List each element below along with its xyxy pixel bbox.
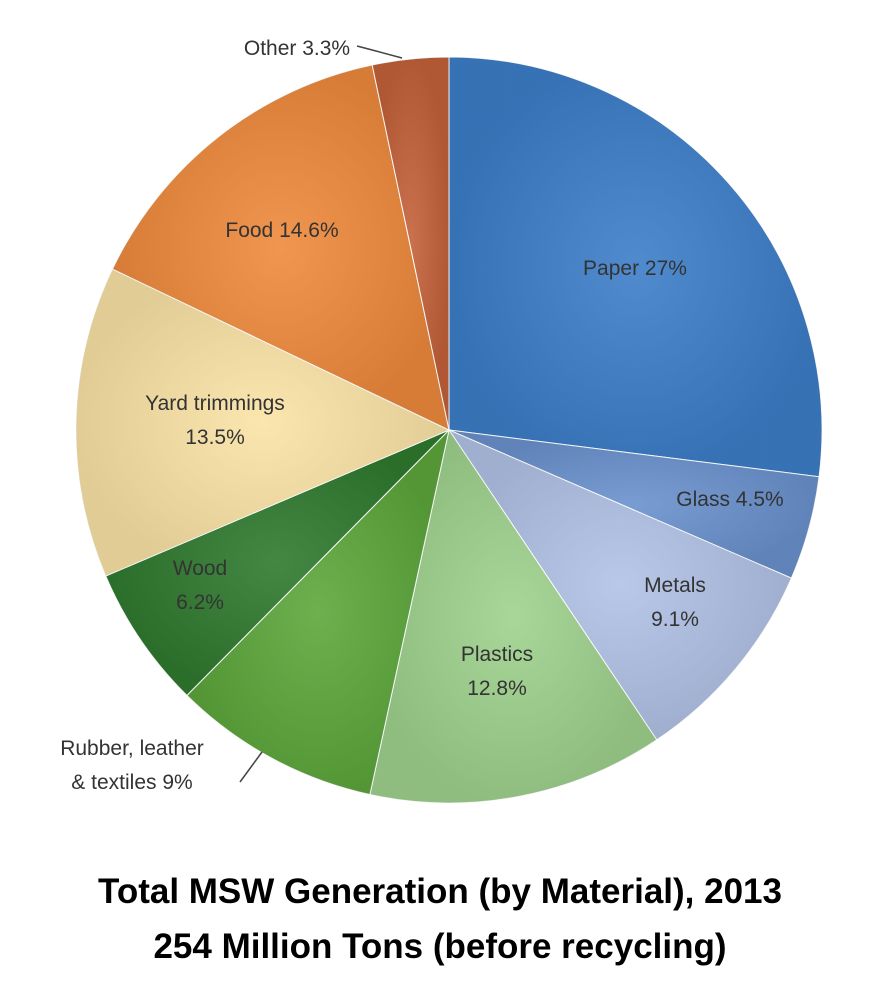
pie-slice-shade-yard [75, 269, 450, 576]
slice-label-line: 12.8% [467, 677, 527, 700]
slice-label-glass: Glass 4.5% [676, 488, 783, 511]
pie-slice-shade-wood [105, 430, 449, 696]
slice-label-plastics: Plastics 12.8% [461, 643, 533, 700]
slice-label-line: Rubber, leather [60, 737, 204, 760]
pie-slice-shade-rubber [186, 430, 449, 795]
slice-label-line: & textiles 9% [71, 771, 192, 794]
slice-label-yard: Yard trimmings 13.5% [145, 392, 285, 449]
slice-label-line: Food 14.6% [225, 219, 338, 242]
slice-label-rubber: Rubber, leather & textiles 9% [60, 737, 204, 794]
leader-line-other [356, 45, 403, 59]
leader-line-rubber [239, 751, 263, 783]
slice-label-other: Other 3.3% [244, 37, 350, 60]
pie-slice-shade-other [372, 57, 449, 430]
slice-label-line: 13.5% [185, 426, 245, 449]
slice-label-line: 6.2% [176, 591, 224, 614]
slice-label-line: 9.1% [651, 608, 699, 631]
pie-slice-shade-metals [449, 430, 792, 740]
slice-label-line: Metals [644, 574, 706, 597]
pie-slice-shade-plastics [369, 430, 657, 803]
slice-label-line: Other 3.3% [244, 37, 350, 60]
slice-label-line: Wood [173, 557, 227, 580]
chart-title: Total MSW Generation (by Material), 2013 [98, 872, 782, 911]
slice-label-line: Paper 27% [583, 257, 687, 280]
slice-labels: Paper 27% Glass 4.5% Metals 9.1% Plastics 12.… [60, 37, 784, 794]
slice-label-line: Yard trimmings [145, 392, 285, 415]
slice-label-wood: Wood 6.2% [173, 557, 227, 614]
slice-label-food: Food 14.6% [225, 219, 338, 242]
pie-slices [75, 56, 823, 804]
pie-slice-shade-glass [449, 430, 820, 579]
pie-slice-shade-food [112, 64, 449, 431]
slice-label-line: Plastics [461, 643, 533, 666]
slice-label-line: Glass 4.5% [676, 488, 783, 511]
leader-lines [239, 45, 403, 783]
slice-label-paper: Paper 27% [583, 257, 687, 280]
pie-slice-shade-paper [449, 57, 823, 477]
chart-subtitle: 254 Million Tons (before recycling) [153, 927, 727, 966]
slice-label-metals: Metals 9.1% [644, 574, 706, 631]
